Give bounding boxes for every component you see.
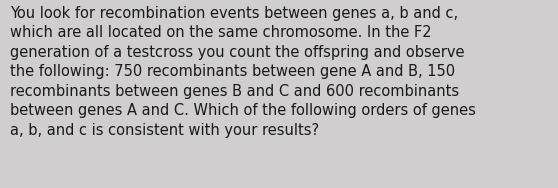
Text: You look for recombination events between genes a, b and c,
which are all locate: You look for recombination events betwee…	[10, 6, 476, 138]
